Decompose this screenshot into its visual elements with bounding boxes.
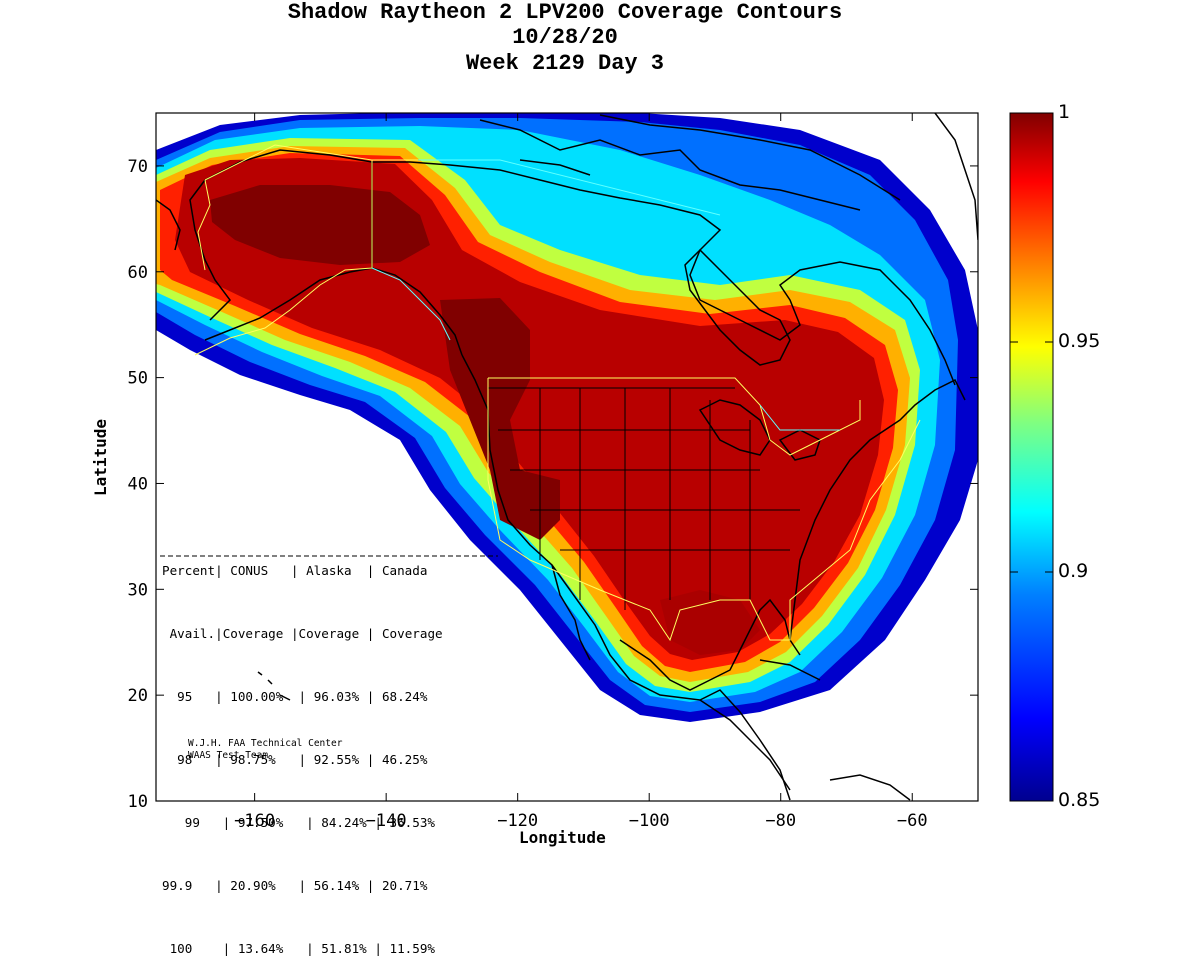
stats-hdr: Percent [162,563,216,578]
baja-coast [551,564,591,661]
hawaii [257,671,291,701]
stats-cell: 20.71% [381,878,428,893]
stats-cell: 20.90% [230,878,276,893]
x-tick-label: −60 [897,811,928,831]
coastlines [156,113,978,801]
pacific-coast [461,354,791,801]
y-axis: 10 20 30 40 50 60 70 [128,157,978,812]
coverage-contours [156,113,978,722]
stats-hdr: Alaska [306,563,352,578]
stats-header-2: Avail.|Coverage |Coverage | Coverage [169,626,443,641]
stats-divider [160,555,498,557]
stats-hdr: Coverage [222,626,284,641]
stats-cell: 13.64% [237,941,284,956]
y-tick-label: 50 [128,369,148,389]
colorbar-tick-label: 0.9 [1058,560,1089,582]
siberia-edge [156,199,181,251]
y-tick-label: 10 [128,792,148,812]
y-tick-label: 40 [128,474,148,494]
colorbar-tick-label: 1 [1058,101,1071,123]
colorbar [1009,112,1054,802]
stats-cell: 51.81% [321,941,367,956]
hudson-bay [684,248,791,366]
stats-row: 99.9 | 20.90% | 56.14% | 20.71% [162,878,428,893]
credit-line-1: W.J.H. FAA Technical Center [188,738,343,749]
stats-cell: 96.03% [313,689,360,704]
stats-cell: 99 [184,815,200,830]
coverage-stats-table: Percent| CONUS | Alaska | Canada Avail.|… [162,518,443,980]
x-axis-title: Longitude [519,828,606,847]
stats-hdr: Coverage [381,626,443,641]
south-america [829,774,911,801]
stats-hdr: Avail. [169,626,216,641]
stats-cell: 46.25% [381,752,428,767]
stats-cell: 98 [177,752,193,767]
stats-cell: 97.50% [237,815,284,830]
canada-arctic-coast [372,161,956,386]
stats-cell: 92.55% [313,752,360,767]
stats-row: 99 | 97.50% | 84.24% | 36.53% [184,815,436,830]
stats-cell: 99.9 [162,878,193,893]
x-tick-label: −160 [234,811,275,831]
contour-100 [175,158,884,660]
stats-hdr: Coverage [298,626,360,641]
stats-cell: 11.59% [389,941,436,956]
chart-date: 10/28/20 [512,25,618,50]
contour-max-florida [660,590,760,655]
chart-week-day: Week 2129 Day 3 [465,51,665,76]
greenland-coast [934,113,978,241]
stats-cell: 95 [177,689,193,704]
stats-cell: 36.53% [389,815,436,830]
stats-header-1: Percent| CONUS | Alaska | Canada [162,563,428,578]
stats-row: 95 | 100.00% | 96.03% | 68.24% [177,689,428,704]
y-axis-title: Latitude [91,418,111,497]
stats-cell: 68.24% [381,689,428,704]
stats-row: 100 | 13.64% | 51.81% | 11.59% [169,941,436,956]
arctic-islands [479,114,901,211]
stats-cell: 84.24% [321,815,367,830]
stats-cell: 98.75% [230,752,276,767]
coverage-map: −160 −140 −120 −100 −80 −60 10 20 30 40 50 60 70 [128,112,1054,831]
stats-hdr: Canada [381,563,428,578]
contour-max-west [440,298,560,540]
y-tick-label: 70 [128,157,148,177]
central-america [699,699,791,791]
y-tick-label: 30 [128,580,148,600]
stats-cell: 56.14% [313,878,360,893]
x-tick-label: −100 [629,811,670,831]
fir-boundaries [194,144,921,642]
y-tick-label: 60 [128,263,148,283]
y-tick-label: 20 [128,686,148,706]
chart-title: Shadow Raytheon 2 LPV200 Coverage Contou… [287,0,843,25]
gulf-coast [619,598,801,691]
stats-cell: 100 [169,941,193,956]
stats-row: 98 | 98.75% | 92.55% | 46.25% [177,752,428,767]
x-tick-label: −120 [497,811,538,831]
state-borders [488,387,800,610]
atlantic-coast [789,378,966,641]
contour-max-alaska [210,185,430,265]
colorbar-tick-label: 0.85 [1058,789,1101,811]
x-tick-label: −140 [366,811,407,831]
x-tick-label: −80 [765,811,796,831]
stats-hdr: CONUS [230,563,269,578]
credit-line-2: WAAS Test Team [188,750,269,761]
x-axis: −160 −140 −120 −100 −80 −60 [234,113,928,831]
stats-cell: 100.00% [230,689,284,704]
colorbar-ticks [1010,112,1053,802]
plot-frame [155,112,979,802]
cuba [759,659,821,681]
colorbar-tick-label: 0.95 [1058,330,1101,352]
